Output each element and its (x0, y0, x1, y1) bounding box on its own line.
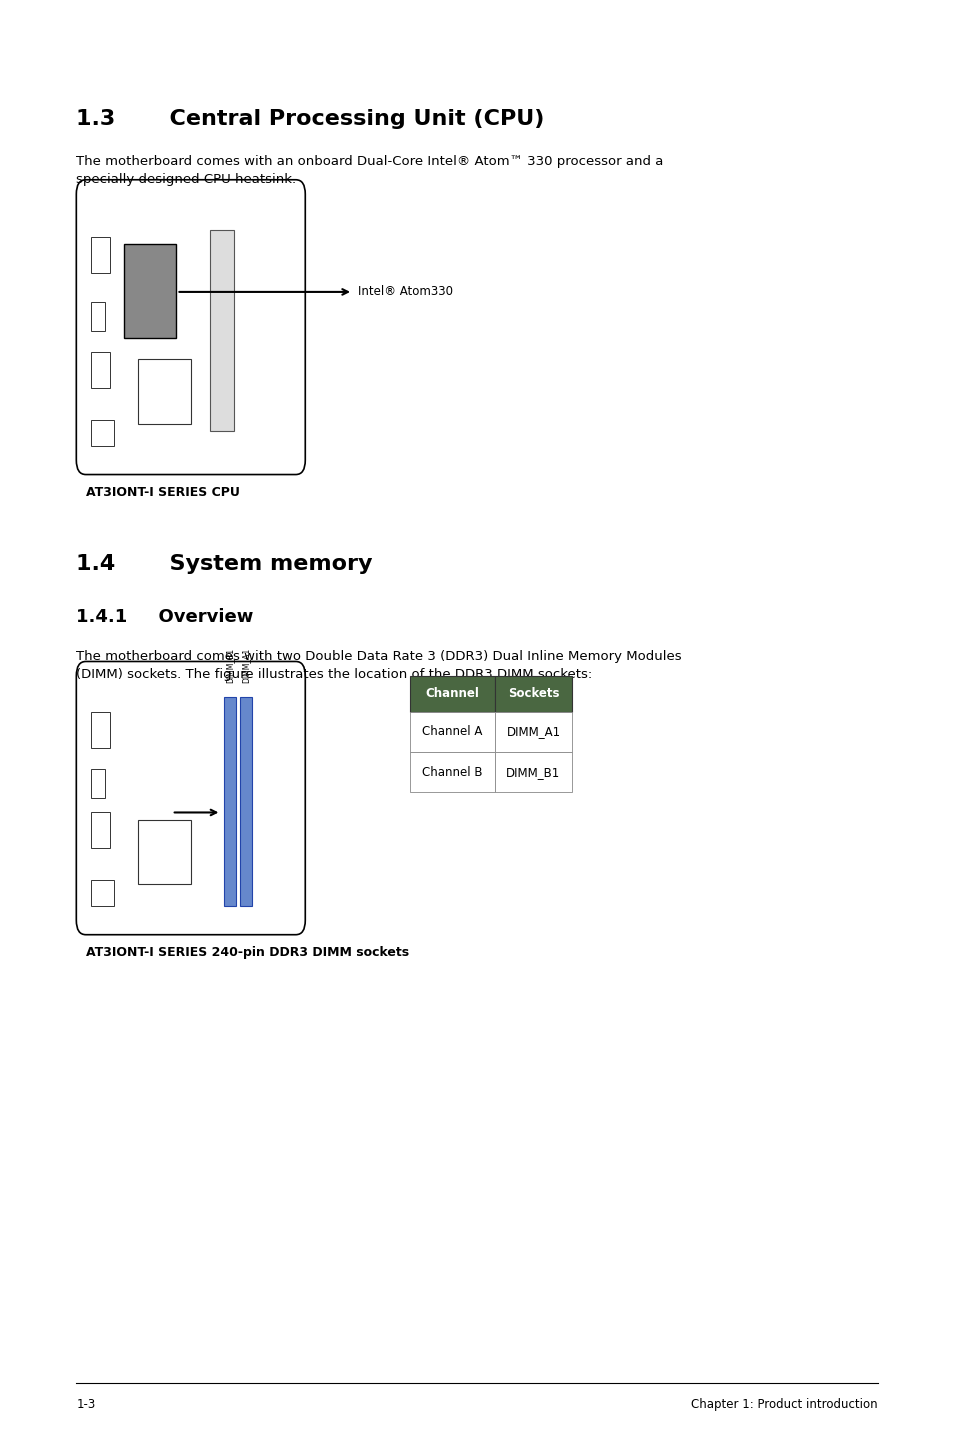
Bar (138, 360, 191, 424)
Bar (224, 697, 235, 906)
Bar (91, 237, 110, 273)
Bar (91, 420, 114, 446)
Bar (494, 752, 572, 792)
Text: AT3IONT-I SERIES CPU: AT3IONT-I SERIES CPU (86, 486, 239, 499)
Bar (240, 697, 252, 906)
Text: 1.4.1     Overview: 1.4.1 Overview (76, 608, 253, 627)
Text: 1.4       System memory: 1.4 System memory (76, 554, 373, 574)
Text: Sockets: Sockets (507, 687, 558, 700)
Bar (91, 712, 110, 748)
Text: The motherboard comes with an onboard Dual-Core Intel® Atom™ 330 processor and a: The motherboard comes with an onboard Du… (76, 155, 663, 187)
Bar (91, 352, 110, 388)
Bar (91, 302, 105, 331)
Bar (91, 880, 114, 906)
Bar (91, 769, 105, 798)
Text: DIMM_B1: DIMM_B1 (225, 649, 234, 683)
Bar (410, 712, 494, 752)
Bar (138, 820, 191, 884)
Text: Channel: Channel (425, 687, 478, 700)
Text: 1.3       Central Processing Unit (CPU): 1.3 Central Processing Unit (CPU) (76, 109, 544, 129)
FancyBboxPatch shape (76, 661, 305, 935)
Text: Channel A: Channel A (422, 725, 482, 739)
Text: DIMM_A1: DIMM_A1 (241, 647, 251, 683)
Bar (410, 752, 494, 792)
Text: Intel® Atom330: Intel® Atom330 (357, 285, 453, 299)
Text: Chapter 1: Product introduction: Chapter 1: Product introduction (690, 1398, 877, 1411)
Text: AT3IONT-I SERIES 240-pin DDR3 DIMM sockets: AT3IONT-I SERIES 240-pin DDR3 DIMM socke… (86, 946, 409, 959)
Text: DIMM_A1: DIMM_A1 (506, 725, 560, 739)
Text: 1-3: 1-3 (76, 1398, 95, 1411)
Text: Channel B: Channel B (421, 765, 482, 779)
FancyBboxPatch shape (76, 180, 305, 475)
Bar (494, 676, 572, 712)
Bar (210, 230, 233, 431)
Bar (91, 812, 110, 848)
Bar (410, 676, 494, 712)
Bar (124, 244, 176, 338)
Bar (494, 712, 572, 752)
Text: DIMM_B1: DIMM_B1 (506, 765, 560, 779)
Text: The motherboard comes with two Double Data Rate 3 (DDR3) Dual Inline Memory Modu: The motherboard comes with two Double Da… (76, 650, 681, 682)
